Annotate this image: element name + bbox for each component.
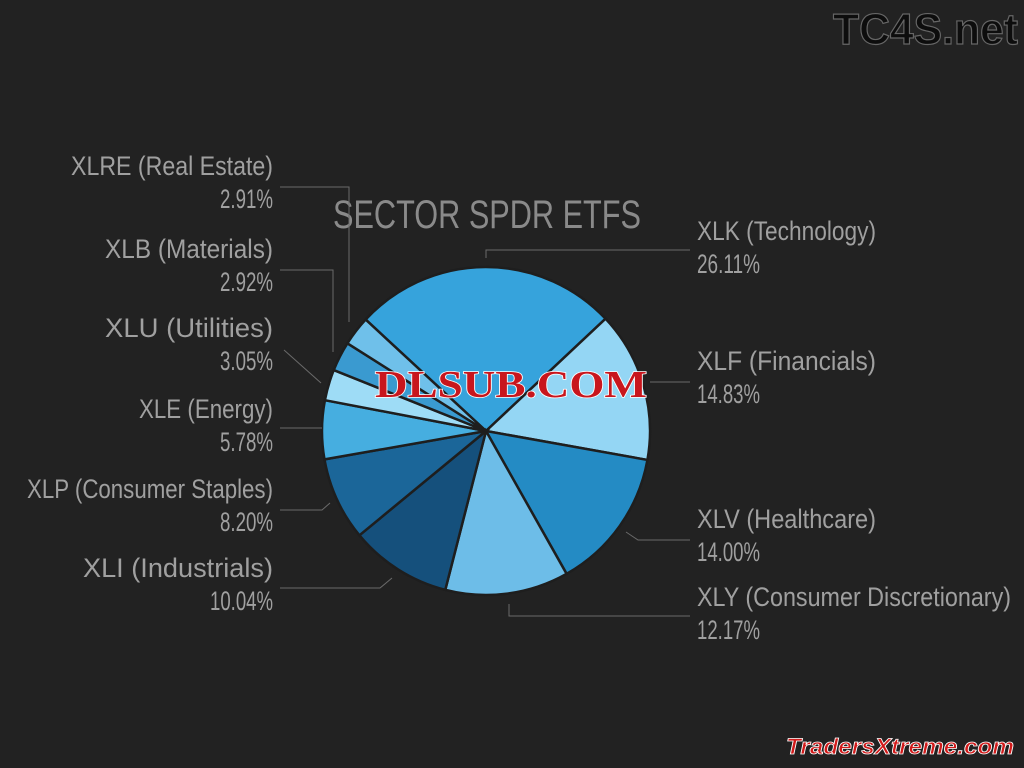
pie-slice-xlf	[483, 316, 652, 462]
tc4s-watermark: TC4S.net	[833, 5, 1018, 54]
slice-value-xlk: 26.11%	[697, 249, 760, 279]
dlsub-watermark: DLSUB.COM	[375, 364, 647, 406]
slice-label-xlp: XLP (Consumer Staples)	[27, 474, 273, 504]
slice-labels: XLK (Technology)26.11%XLF (Financials)14…	[27, 151, 1011, 645]
slice-label-xlb: XLB (Materials)	[105, 234, 273, 264]
slice-value-xlp: 8.20%	[220, 507, 273, 537]
slice-value-xlv: 14.00%	[697, 537, 760, 567]
leader-line-xlk	[485, 249, 690, 258]
slice-label-xlv: XLV (Healthcare)	[697, 504, 876, 534]
slice-value-xlb: 2.92%	[220, 267, 273, 297]
leader-line-xli	[280, 577, 393, 589]
slices	[320, 265, 652, 597]
chart-title: SECTOR SPDR ETFS	[333, 193, 641, 237]
slice-label-xlf: XLF (Financials)	[697, 346, 876, 376]
leader-line-xly	[508, 604, 690, 617]
leader-line-xlre	[280, 186, 350, 322]
pie-slice-xlk	[363, 265, 608, 433]
slice-value-xle: 5.78%	[220, 427, 273, 457]
leader-line-xlu	[283, 349, 322, 384]
slice-value-xlf: 14.83%	[697, 379, 760, 409]
slice-label-xle: XLE (Energy)	[139, 394, 273, 424]
leader-lines	[280, 186, 690, 617]
slice-value-xlu: 3.05%	[220, 346, 273, 376]
leader-line-xlv	[625, 531, 690, 541]
slice-value-xlre: 2.91%	[220, 184, 273, 214]
leader-line-xlb	[280, 269, 334, 352]
slice-label-xlk: XLK (Technology)	[697, 216, 876, 246]
slice-value-xli: 10.04%	[210, 586, 273, 616]
slice-label-xly: XLY (Consumer Discretionary)	[697, 582, 1011, 612]
pie-slice-xlv	[483, 429, 649, 576]
slice-label-xlre: XLRE (Real Estate)	[71, 151, 273, 181]
slice-label-xli: XLI (Industrials)	[83, 553, 273, 583]
tradersxtreme-watermark: TradersXtreme.com	[786, 734, 1014, 759]
slice-value-xly: 12.17%	[697, 615, 760, 645]
leader-line-xlp	[280, 502, 331, 511]
pie-slice-xli	[357, 427, 489, 592]
slice-label-xlu: XLU (Utilities)	[105, 313, 273, 343]
pie-slice-xlre	[345, 317, 487, 433]
